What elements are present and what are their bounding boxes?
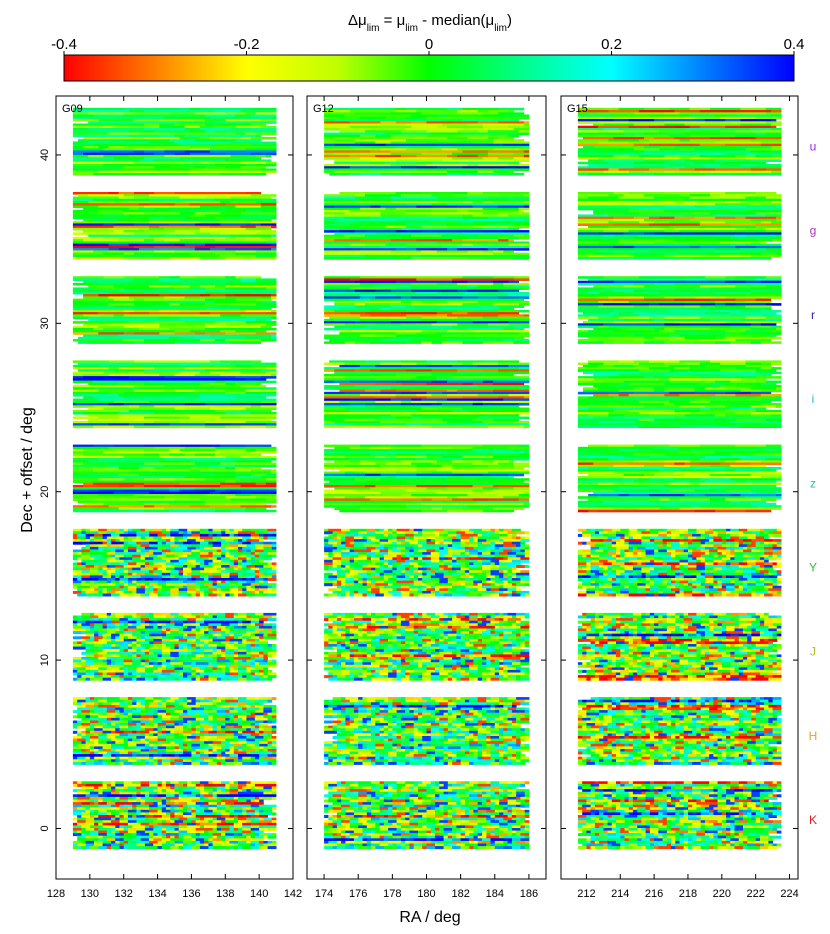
y-tick-label: 40 [39,149,51,161]
x-axis-label: RA / deg [399,909,460,926]
heatmap-panels: G09 128 130 132 134 136 138 140 142 0 10 20 30 40 G12 1… [39,95,799,900]
band-label-u: u [810,140,817,154]
band-label-J: J [810,645,816,659]
x-tick-label: 214 [611,888,629,900]
y-tick-label: 0 [39,825,51,831]
band-label-g: g [810,224,817,238]
panel-g09: G09 128 130 132 134 136 138 140 142 0 10 20 30 40 [39,95,302,900]
colorbar-tick-label: 0 [425,36,433,53]
band-labels: u g r i z Y J H K [809,140,818,828]
band-label-z: z [810,476,816,490]
x-tick-label: 218 [679,888,697,900]
x-tick-label: 136 [182,888,200,900]
band-label-K: K [809,813,817,827]
x-tick-label: 216 [645,888,663,900]
panel-name: G15 [567,103,588,115]
x-tick-label: 174 [315,888,333,900]
x-tick-label: 224 [780,888,798,900]
panel-g15-cells [577,107,782,850]
panel-g15: G15 212 214 216 218 220 222 224 [560,95,799,900]
colorbar-tick-label: -0.2 [234,36,260,53]
x-tick-label: 142 [284,888,302,900]
x-tick-label: 176 [349,888,367,900]
x-tick-label: 132 [115,888,133,900]
panel-frame [560,95,799,880]
x-tick-label: 180 [417,888,435,900]
x-tick-label: 140 [250,888,268,900]
band-label-H: H [809,729,818,743]
band-label-i: i [812,392,815,406]
x-tick-label: 134 [148,888,166,900]
colorbar-tick-label: -0.4 [51,36,77,53]
x-tick-label: 178 [383,888,401,900]
panel-g09-cells [72,107,277,850]
colorbar-tick-label: 0.4 [784,36,805,53]
panel-g12-cells [324,107,530,850]
panel-name: G12 [313,103,334,115]
x-tick-label: 130 [81,888,99,900]
x-tick-label: 212 [577,888,595,900]
x-tick-label: 186 [520,888,538,900]
y-tick-label: 30 [39,317,51,329]
colorbar-tick-label: 0.2 [601,36,622,53]
x-tick-label: 128 [47,888,65,900]
x-tick-label: 184 [486,888,504,900]
band-label-Y: Y [809,560,817,574]
colorbar-gradient [63,54,795,82]
panel-frame [55,95,294,880]
x-tick-label: 138 [216,888,234,900]
x-tick-label: 220 [713,888,731,900]
x-tick-label: 182 [451,888,469,900]
x-tick-label: 222 [746,888,764,900]
band-label-r: r [811,308,815,322]
colorbar-title: Δμlim = μlim - median(μlim) [348,12,512,34]
colorbar: -0.4 -0.2 0 0.2 0.4 [51,36,805,82]
panel-g12: G12 174 176 178 180 182 184 186 [306,95,547,900]
y-axis-label: Dec + offset / deg [19,407,36,533]
panel-name: G09 [62,103,83,115]
y-tick-label: 10 [39,654,51,666]
y-tick-label: 20 [39,486,51,498]
